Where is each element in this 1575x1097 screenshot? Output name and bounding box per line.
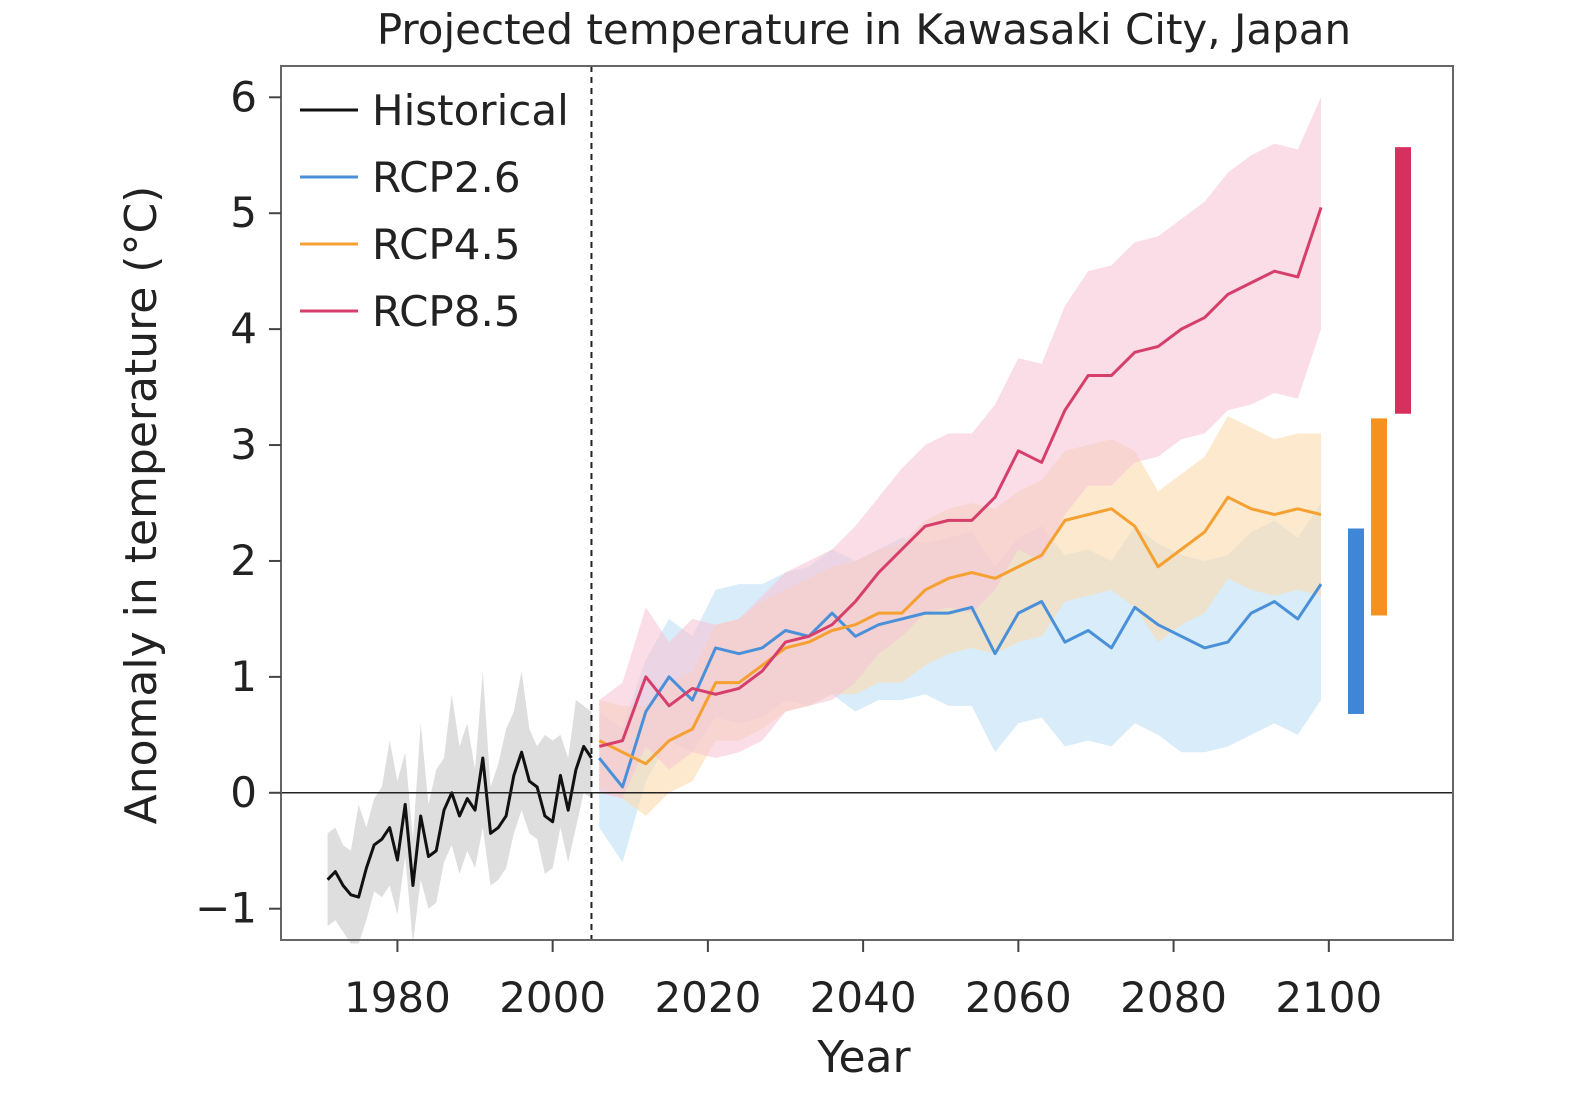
x-tick-label: 2040 [810,973,917,1022]
x-tick-label: 2060 [965,973,1072,1022]
x-axis: 1980 2000 2020 2040 2060 2080 2100 [344,940,1382,1022]
legend-label-rcp85: RCP8.5 [372,287,521,336]
line-rcp26 [598,583,1323,789]
y-axis-label: Anomaly in temperature (°C) [116,186,167,825]
x-tick-label: 2080 [1120,973,1227,1022]
uncertainty-bands [327,97,1322,944]
y-tick-label: −1 [195,884,257,933]
range-bar-rcp85 [1395,147,1411,414]
y-tick-label: 5 [230,188,257,237]
band-rcp85 [599,97,1322,799]
range-bar-rcp45 [1371,418,1387,616]
y-tick-label: 1 [230,652,257,701]
line-rcp85 [598,206,1323,748]
y-tick-label: 3 [230,420,257,469]
legend: Historical RCP2.6 RCP4.5 RCP8.5 [300,86,569,336]
plot-frame [280,65,1454,941]
y-tick-label: 4 [230,304,257,353]
legend-label-rcp45: RCP4.5 [372,220,521,269]
y-tick-label: 6 [230,72,257,121]
y-tick-label: 2 [230,536,257,585]
legend-label-historical: Historical [372,86,569,135]
series-lines [326,206,1323,899]
reference-lines [281,66,1453,940]
x-tick-label: 2020 [654,973,761,1022]
x-axis-label: Year [816,1032,911,1083]
y-axis: −1 0 1 2 3 4 5 6 [195,72,281,933]
x-tick-label: 1980 [344,973,451,1022]
x-tick-label: 2100 [1275,973,1382,1022]
range-bar-rcp26 [1348,528,1364,714]
y-tick-label: 0 [230,768,257,817]
chart-title: Projected temperature in Kawasaki City, … [377,5,1351,54]
line-historical [326,744,593,899]
x-tick-label: 2000 [499,973,606,1022]
line-rcp45 [598,495,1322,766]
legend-label-rcp26: RCP2.6 [372,153,521,202]
range-bars [1348,147,1411,714]
band-historical [327,671,592,944]
